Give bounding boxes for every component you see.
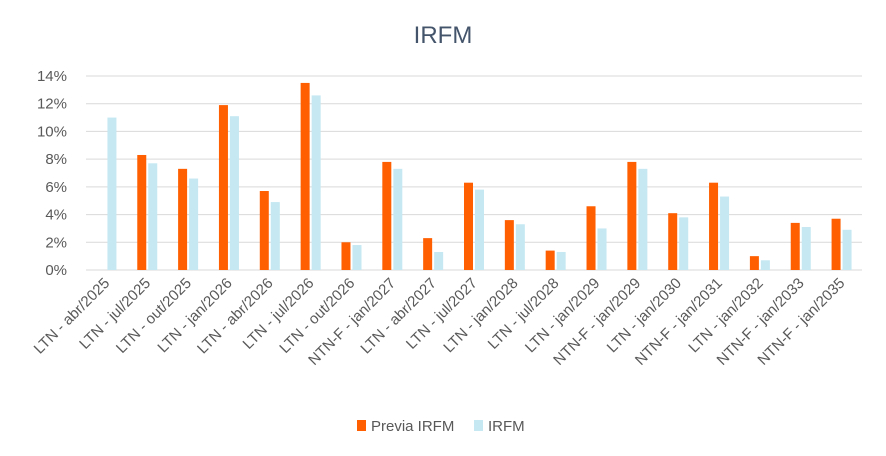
chart-title: IRFM	[414, 22, 473, 49]
y-axis-ticks: 0% 2% 4% 6% 8% 10% 12% 14%	[37, 68, 67, 279]
bar-irfm	[638, 168, 648, 270]
y-tick-label: 4%	[45, 207, 67, 224]
y-tick-label: 12%	[37, 96, 67, 113]
bar-irfm	[393, 168, 403, 270]
legend: Previa IRFM IRFM	[357, 418, 525, 435]
y-tick-label: 2%	[45, 234, 67, 251]
bar-irfm	[434, 251, 444, 270]
x-tick-label: LTN - jul/2027	[403, 275, 481, 353]
x-tick-label: LTN - jul/2028	[485, 275, 563, 353]
bar-previa-irfm	[709, 182, 719, 270]
bar-previa-irfm	[137, 154, 147, 270]
legend-swatch	[474, 420, 483, 431]
bar-previa-irfm	[627, 161, 637, 270]
bar-irfm	[801, 227, 811, 270]
bar-irfm	[556, 251, 566, 270]
bar-previa-irfm	[382, 161, 392, 270]
legend-swatch	[357, 420, 366, 431]
bar-irfm	[189, 178, 199, 270]
bar-previa-irfm	[790, 222, 800, 270]
bar-previa-irfm	[504, 220, 514, 270]
bar-irfm	[760, 260, 770, 270]
y-tick-label: 10%	[37, 123, 67, 140]
bar-previa-irfm	[178, 168, 188, 270]
bar-previa-irfm	[341, 242, 351, 270]
bars	[107, 82, 852, 271]
bar-irfm	[352, 245, 362, 270]
legend-label: Previa IRFM	[371, 418, 454, 435]
bar-previa-irfm	[668, 213, 678, 270]
bar-irfm	[515, 224, 525, 270]
bar-previa-irfm	[749, 256, 759, 270]
bar-previa-irfm	[300, 82, 310, 270]
bar-previa-irfm	[586, 206, 596, 270]
bar-irfm	[475, 189, 484, 270]
bar-previa-irfm	[218, 105, 228, 270]
bar-irfm	[107, 117, 117, 270]
bar-irfm	[679, 217, 689, 270]
bar-irfm	[270, 202, 280, 270]
bar-previa-irfm	[259, 191, 269, 270]
bar-irfm	[597, 228, 607, 270]
x-tick-label: LTN - jul/2026	[240, 275, 318, 353]
y-tick-label: 6%	[45, 179, 67, 196]
bar-previa-irfm	[464, 182, 473, 270]
bar-irfm	[148, 163, 158, 270]
gridlines	[86, 75, 862, 271]
bar-irfm	[229, 116, 239, 270]
bar-irfm	[720, 196, 730, 270]
bar-irfm	[842, 229, 852, 270]
y-tick-label: 8%	[45, 151, 67, 168]
bar-previa-irfm	[831, 218, 841, 270]
bar-irfm	[311, 95, 321, 271]
x-tick-label: LTN - jul/2025	[76, 275, 154, 353]
legend-label: IRFM	[488, 418, 525, 435]
y-tick-label: 14%	[37, 68, 67, 85]
bar-previa-irfm	[545, 250, 555, 270]
bar-previa-irfm	[423, 238, 433, 270]
y-tick-label: 0%	[45, 262, 67, 279]
